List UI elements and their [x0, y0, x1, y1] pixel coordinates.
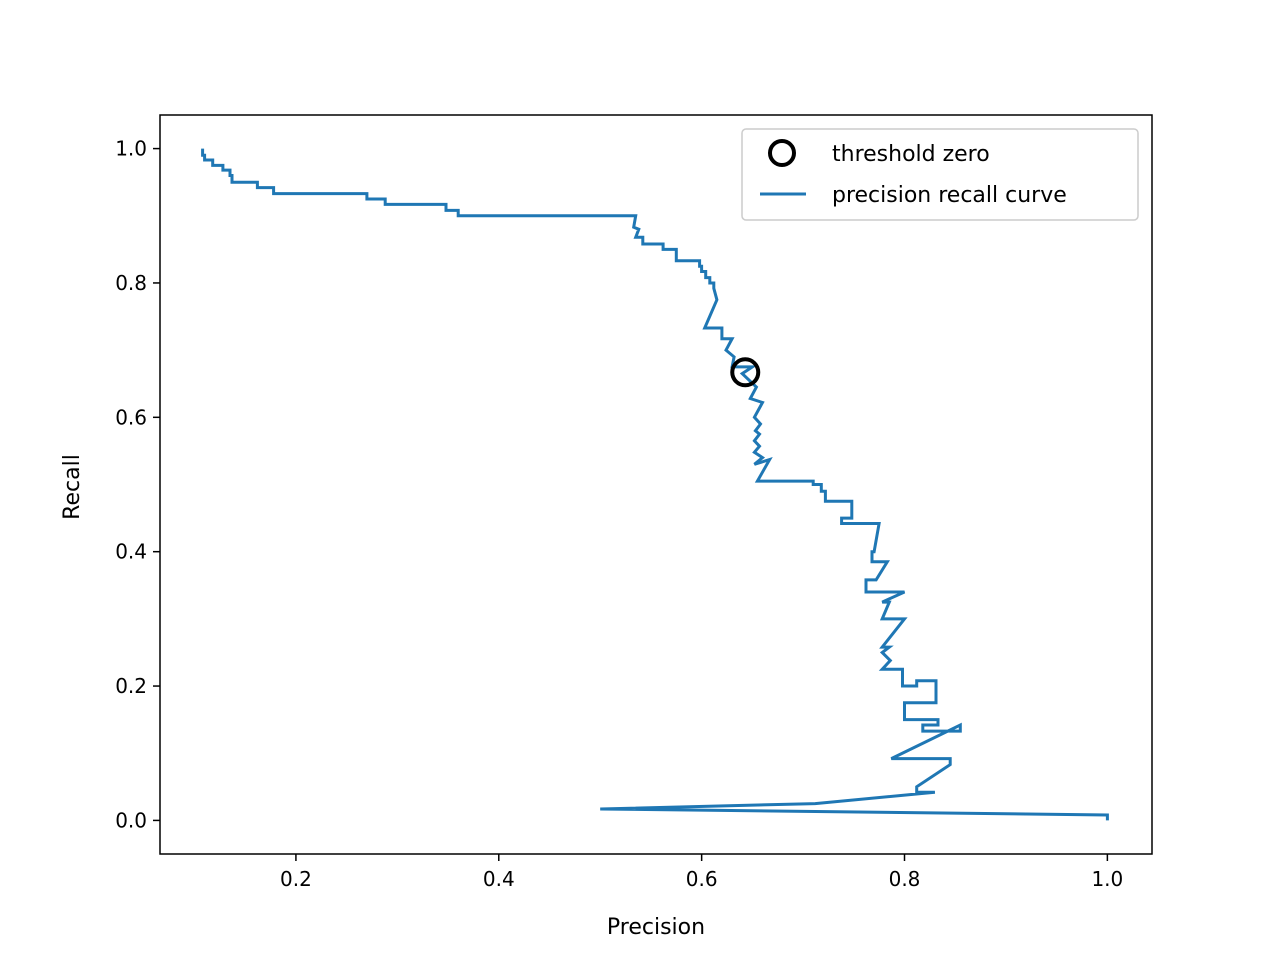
y-tick-label: 0.4 [115, 540, 147, 564]
y-tick-label: 0.8 [115, 271, 147, 295]
plot-area [160, 115, 1152, 854]
x-tick-label: 0.2 [280, 867, 312, 891]
legend: threshold zero precision recall curve [741, 128, 1139, 221]
x-tick-label: 0.8 [889, 867, 921, 891]
x-tick-label: 0.4 [483, 867, 515, 891]
y-tick-label: 1.0 [115, 137, 147, 161]
threshold-zero-marker [730, 357, 761, 388]
x-tick-label: 1.0 [1091, 867, 1123, 891]
legend-threshold-label: threshold zero [832, 142, 990, 167]
axis-ticks: 0.2 0.4 0.6 0.8 1.0 0.0 0.2 0.4 0.6 0.8 1.0 [115, 137, 1123, 891]
legend-threshold-marker [768, 139, 796, 167]
legend-curve-label: precision recall curve [832, 183, 1067, 208]
y-tick-label: 0.2 [115, 674, 147, 698]
legend-box [741, 128, 1139, 221]
y-tick-label: 0.0 [115, 808, 147, 832]
y-tick-label: 0.6 [115, 405, 147, 429]
plot-frame [159, 114, 1153, 855]
x-tick-label: 0.6 [686, 867, 718, 891]
series-layer [201, 148, 1109, 821]
y-axis-label: Recall [60, 454, 85, 520]
precision-recall-curve [201, 148, 1109, 821]
x-axis-label: Precision [607, 915, 705, 940]
